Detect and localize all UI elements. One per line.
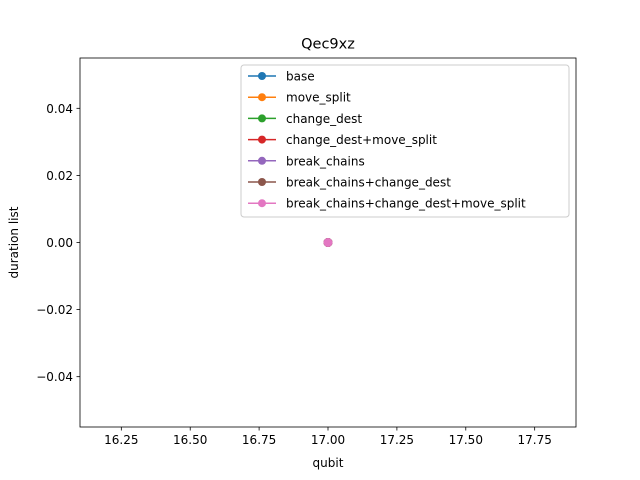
- legend-marker: [258, 156, 266, 165]
- legend-box: [240, 64, 570, 218]
- legend-entry-label: break_chains+change_dest+move_split: [286, 197, 526, 211]
- axes-frame: [79, 57, 577, 428]
- legend-entry-label: base: [286, 70, 315, 84]
- data-point: [323, 238, 333, 247]
- y-axis-label: duration list: [7, 206, 21, 278]
- y-axis-ticks: −0.04 −0.02 0.00 0.02 0.04: [36, 102, 80, 384]
- x-tick-label: 17.25: [380, 433, 414, 447]
- legend-marker: [258, 199, 266, 208]
- legend-entry-label: break_chains+change_dest: [286, 176, 451, 190]
- legend-entry-label: break_chains: [286, 154, 365, 168]
- y-tick-label: −0.04: [36, 370, 73, 384]
- y-tick-label: 0.04: [46, 102, 73, 116]
- legend: base move_split change_dest change_dest+mov…: [240, 64, 570, 218]
- x-axis-ticks: 16.25 16.50 16.75 17.00 17.25 17.50 17.75: [104, 427, 552, 447]
- series-layer: [323, 238, 333, 247]
- chart-title: Qec9xz: [301, 37, 355, 53]
- x-tick-label: 17.50: [449, 433, 483, 447]
- legend-entry-label: move_split: [286, 91, 351, 105]
- x-tick-label: 17.75: [517, 433, 551, 447]
- x-tick-label: 16.75: [242, 433, 276, 447]
- legend-marker: [258, 114, 266, 123]
- legend-entry-label: change_dest+move_split: [286, 133, 437, 147]
- legend-marker: [258, 72, 266, 80]
- y-tick-label: 0.00: [46, 236, 73, 250]
- x-axis-label: qubit: [313, 456, 344, 470]
- legend-marker: [258, 178, 266, 186]
- legend-entry-label: change_dest: [286, 112, 362, 126]
- x-tick-label: 17.00: [311, 433, 345, 447]
- x-tick-label: 16.50: [173, 433, 207, 447]
- y-tick-label: 0.02: [46, 169, 73, 183]
- legend-marker: [258, 93, 266, 102]
- x-tick-label: 16.25: [104, 433, 138, 447]
- y-tick-label: −0.02: [36, 303, 73, 317]
- legend-marker: [258, 135, 266, 144]
